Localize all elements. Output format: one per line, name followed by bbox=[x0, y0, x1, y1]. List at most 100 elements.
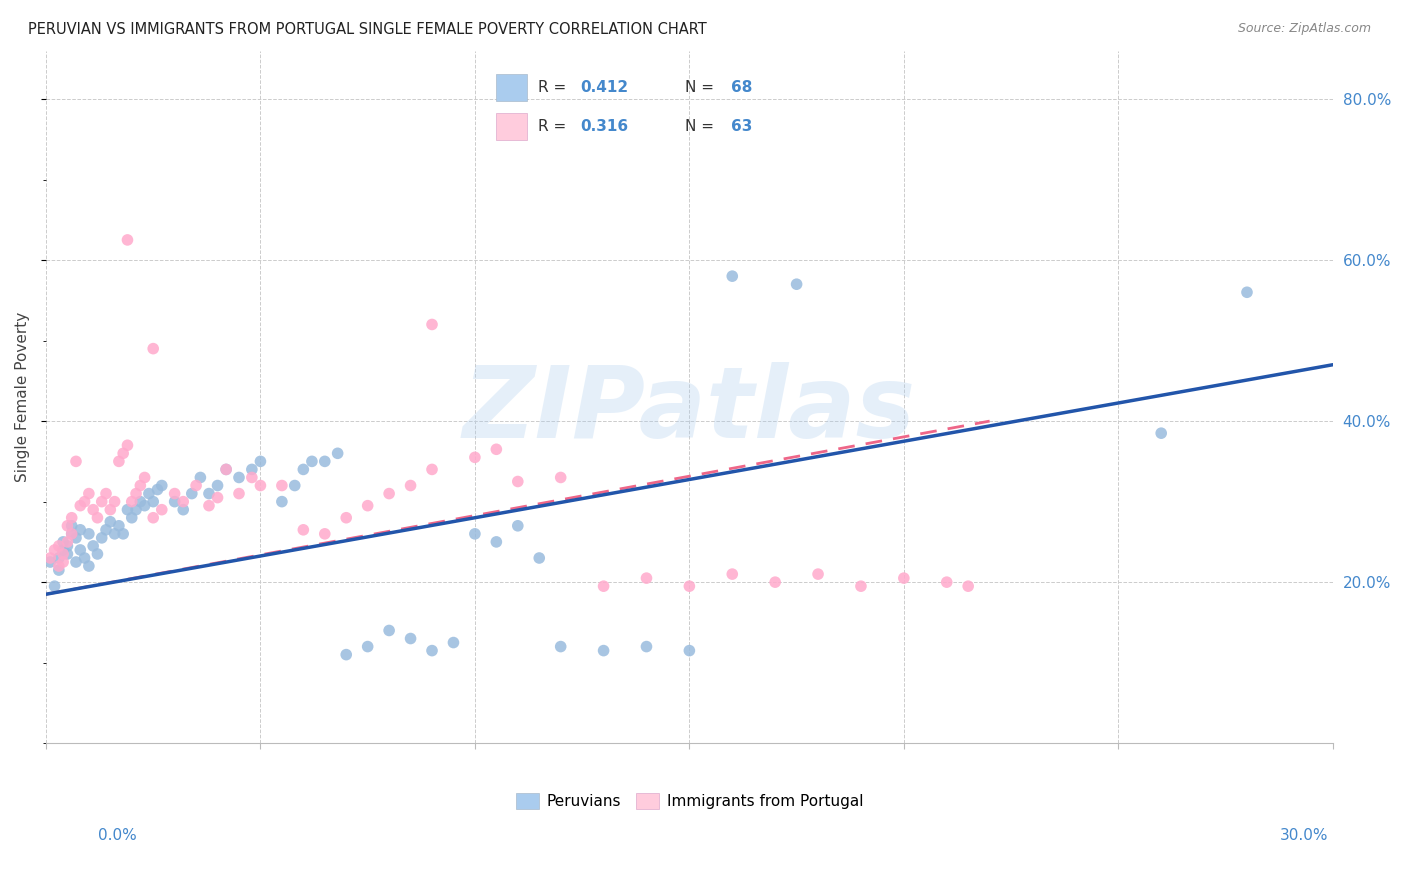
Point bbox=[56, 518, 79, 533]
Point bbox=[125, 486, 148, 500]
Point bbox=[94, 523, 117, 537]
Point bbox=[86, 547, 108, 561]
Point bbox=[60, 526, 83, 541]
Point bbox=[529, 551, 551, 566]
Text: N =: N = bbox=[686, 80, 720, 95]
Point bbox=[207, 478, 229, 492]
Point bbox=[249, 478, 271, 492]
Point bbox=[52, 555, 75, 569]
Point bbox=[506, 518, 529, 533]
Point bbox=[190, 470, 212, 484]
Point bbox=[150, 502, 173, 516]
Text: R =: R = bbox=[537, 120, 571, 134]
Point bbox=[142, 494, 165, 508]
Point bbox=[73, 494, 96, 508]
Point bbox=[240, 470, 263, 484]
Point bbox=[117, 233, 139, 247]
Point bbox=[1150, 426, 1173, 441]
Point bbox=[301, 454, 323, 468]
Point bbox=[849, 579, 872, 593]
Point bbox=[786, 277, 808, 292]
Point bbox=[807, 567, 830, 582]
Point bbox=[121, 510, 143, 524]
Point bbox=[44, 543, 66, 558]
Point bbox=[48, 559, 70, 574]
Point bbox=[228, 486, 250, 500]
Text: 30.0%: 30.0% bbox=[1281, 828, 1329, 843]
Point bbox=[357, 640, 380, 654]
Point bbox=[129, 494, 152, 508]
Y-axis label: Single Female Poverty: Single Female Poverty bbox=[15, 312, 30, 482]
Point bbox=[240, 462, 263, 476]
Point bbox=[77, 559, 100, 574]
Point bbox=[550, 640, 572, 654]
Point bbox=[198, 486, 221, 500]
Point bbox=[172, 494, 194, 508]
Point bbox=[150, 478, 173, 492]
Bar bbox=[495, 113, 527, 140]
Point bbox=[117, 502, 139, 516]
Bar bbox=[495, 74, 527, 101]
Point bbox=[215, 462, 238, 476]
Point bbox=[56, 535, 79, 549]
Point bbox=[134, 470, 156, 484]
Point bbox=[763, 575, 786, 590]
Point bbox=[592, 579, 614, 593]
Point bbox=[935, 575, 957, 590]
Point bbox=[69, 543, 91, 558]
Point bbox=[69, 499, 91, 513]
Point bbox=[678, 643, 700, 657]
Point bbox=[48, 563, 70, 577]
Point bbox=[378, 486, 401, 500]
Point bbox=[198, 499, 221, 513]
Point bbox=[172, 502, 194, 516]
Point bbox=[82, 502, 104, 516]
Point bbox=[550, 470, 572, 484]
Point bbox=[420, 318, 443, 332]
Point bbox=[464, 450, 486, 465]
Point bbox=[207, 491, 229, 505]
Point bbox=[65, 454, 87, 468]
Point bbox=[52, 547, 75, 561]
Point bbox=[314, 526, 336, 541]
Text: R =: R = bbox=[537, 80, 571, 95]
Point bbox=[65, 555, 87, 569]
Point bbox=[65, 531, 87, 545]
Point bbox=[60, 518, 83, 533]
Point bbox=[721, 269, 744, 284]
Point bbox=[94, 486, 117, 500]
Point bbox=[335, 510, 357, 524]
Point bbox=[60, 510, 83, 524]
Point bbox=[957, 579, 980, 593]
Point bbox=[249, 454, 271, 468]
Point bbox=[52, 543, 75, 558]
Point bbox=[270, 494, 292, 508]
Point bbox=[108, 518, 131, 533]
Point bbox=[39, 551, 62, 566]
Point bbox=[485, 442, 508, 457]
Point bbox=[104, 526, 127, 541]
Point bbox=[98, 515, 121, 529]
Point bbox=[326, 446, 349, 460]
Point bbox=[48, 551, 70, 566]
Point bbox=[180, 486, 202, 500]
Legend: Peruvians, Immigrants from Portugal: Peruvians, Immigrants from Portugal bbox=[509, 787, 869, 815]
Point bbox=[129, 478, 152, 492]
Text: 0.316: 0.316 bbox=[579, 120, 628, 134]
Point bbox=[112, 446, 135, 460]
Point bbox=[39, 555, 62, 569]
Point bbox=[77, 486, 100, 500]
Point bbox=[90, 531, 112, 545]
Point bbox=[44, 579, 66, 593]
Point bbox=[215, 462, 238, 476]
Point bbox=[184, 478, 207, 492]
Point bbox=[69, 523, 91, 537]
Point bbox=[420, 643, 443, 657]
Text: 63: 63 bbox=[731, 120, 752, 134]
Text: Source: ZipAtlas.com: Source: ZipAtlas.com bbox=[1237, 22, 1371, 36]
Point bbox=[60, 526, 83, 541]
Point bbox=[142, 510, 165, 524]
Point bbox=[314, 454, 336, 468]
Point bbox=[48, 539, 70, 553]
Point bbox=[134, 499, 156, 513]
